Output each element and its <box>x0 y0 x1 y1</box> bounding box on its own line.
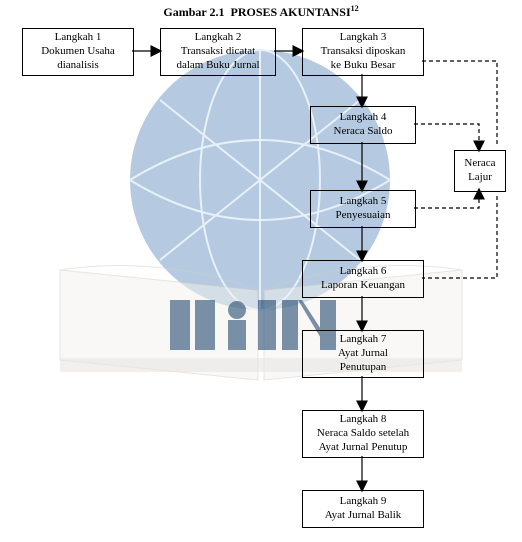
arrows-layer <box>0 0 522 542</box>
